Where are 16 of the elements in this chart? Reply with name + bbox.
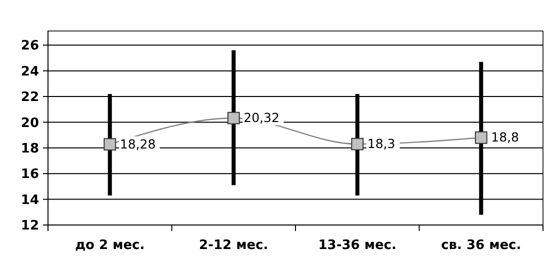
y-tick-label: 14 xyxy=(20,192,39,208)
data-label: 18,3 xyxy=(367,136,396,152)
y-tick-label: 22 xyxy=(20,90,39,106)
y-tick-label: 26 xyxy=(20,38,39,54)
data-label: 20,32 xyxy=(244,110,280,126)
x-tick-label: 2-12 мес. xyxy=(199,238,268,253)
data-label: 18,8 xyxy=(491,130,520,145)
y-tick-label: 24 xyxy=(20,64,39,80)
data-label: 18,28 xyxy=(120,136,156,152)
y-tick-label: 20 xyxy=(20,116,39,131)
y-tick-label: 16 xyxy=(20,167,39,182)
y-tick-label: 12 xyxy=(20,218,39,234)
x-tick-label: св. 36 мес. xyxy=(441,238,522,253)
y-tick-label: 18 xyxy=(20,141,39,156)
x-tick-label: 13-36 мес. xyxy=(318,238,396,253)
x-tick-label: до 2 мес. xyxy=(75,238,145,253)
